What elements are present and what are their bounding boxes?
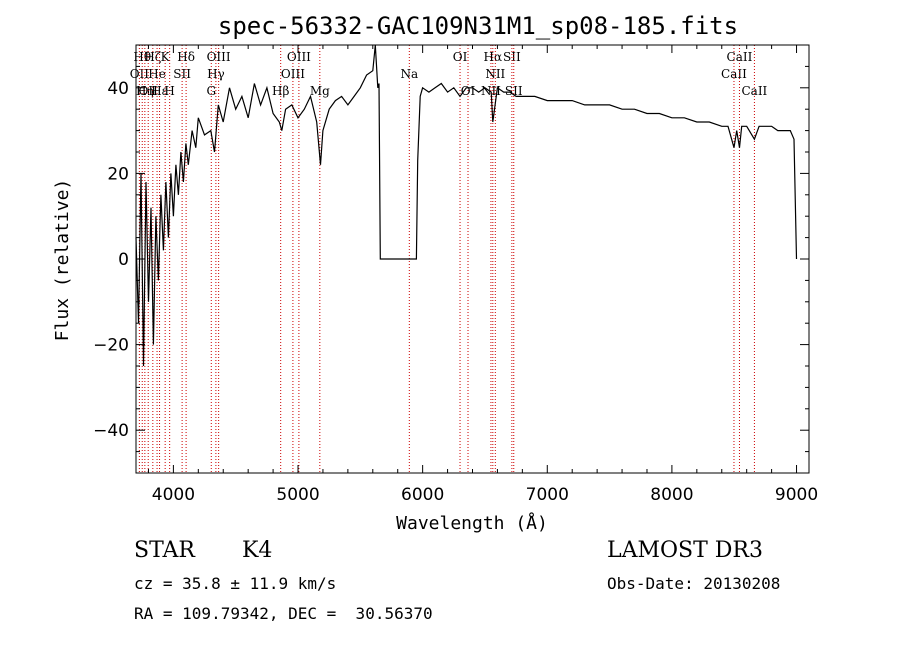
line-marker-label-25: SII [505,84,523,98]
x-tick-label-5: 9000 [775,485,818,505]
line-marker-label-19: OI [453,50,468,64]
redshift-text: cz = 35.8 ± 11.9 km/s [134,574,337,593]
y-tick-label-4: 40 [107,79,129,99]
series-line-flux [135,44,798,367]
plot-area [135,44,798,367]
line-marker-label-12: Hγ [207,67,225,81]
x-tick-label-4: 8000 [650,485,693,505]
line-marker-label-27: CaII [727,50,753,64]
plot-frame [135,44,810,474]
line-marker-label-8: H [164,84,174,98]
survey-label: LAMOST DR3 [607,538,763,563]
coords-text: RA = 109.79342, DEC = 30.56370 [134,604,433,623]
line-marker-label-7: K [161,50,171,64]
y-tick-label-2: 0 [118,250,129,270]
y-tick-label-3: 20 [107,164,129,184]
x-tick-label-2: 6000 [401,485,444,505]
y-axis-label: Flux (relative) [52,179,73,342]
line-marker-label-13: OIII [207,50,231,64]
x-axis-label: Wavelength (Å) [396,512,548,534]
axes: 4000 5000 6000 7000 8000 9000 −40 −20 0 20 40 [93,45,818,505]
subclass-label: K4 [242,538,273,563]
line-marker-label-1: Hθ [133,50,151,64]
line-marker-label-9: SII [173,67,191,81]
line-marker-label-14: Hβ [272,84,289,98]
line-marker-label-26: CaII [721,67,747,81]
line-marker-label-10: Hδ [177,50,195,64]
line-marker-label-23: NII [485,67,505,81]
line-marker-label-28: CaII [741,84,767,98]
line-marker-label-16: OIII [287,50,311,64]
chart-title: spec-56332-GAC109N31M1_sp08-185.fits [218,12,738,40]
line-marker-label-17: Mg [310,84,330,98]
y-tick-label-0: −40 [93,421,129,441]
line-marker-label-18: Na [400,67,418,81]
line-marker-label-11: G [206,84,216,98]
line-marker-label-15: OIII [281,67,305,81]
obs-date-text: Obs-Date: 20130208 [607,574,781,593]
class-label: STAR [134,538,195,563]
y-tick-label-1: −20 [93,336,129,356]
line-marker-label-24: SII [503,50,521,64]
line-marker-label-0: OII [130,67,150,81]
x-tick-label-3: 7000 [526,485,569,505]
line-marker-label-6: Hε [151,84,168,98]
x-tick-label-0: 4000 [152,485,195,505]
line-marker-label-20: OI [461,84,476,98]
line-marker-label-22: Hα [484,50,503,64]
line-marker-label-5: He [148,67,166,81]
x-tick-label-1: 5000 [276,485,319,505]
